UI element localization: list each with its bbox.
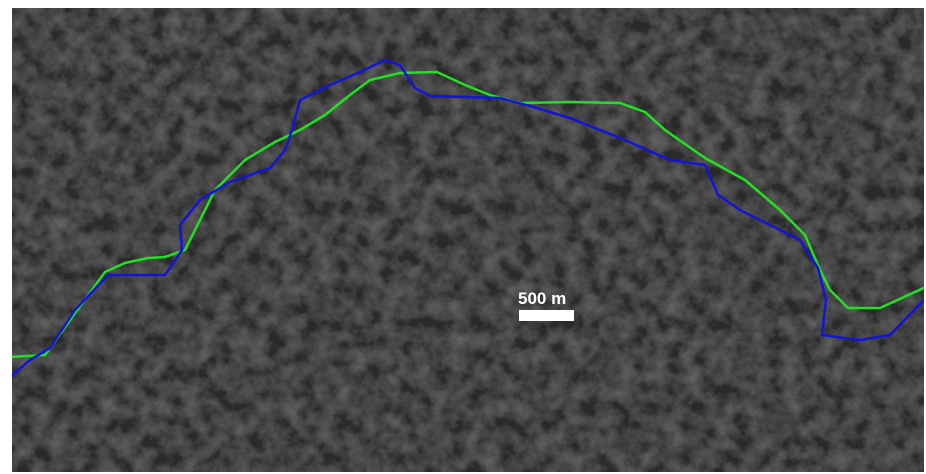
map: 500 m [0,0,926,474]
page: {"scale_bar": {"label": "500 m"}} 500 m … [0,0,926,474]
scale-label: 500 m [518,289,566,308]
satellite-imagery [12,8,924,472]
scale-bar [519,310,574,321]
